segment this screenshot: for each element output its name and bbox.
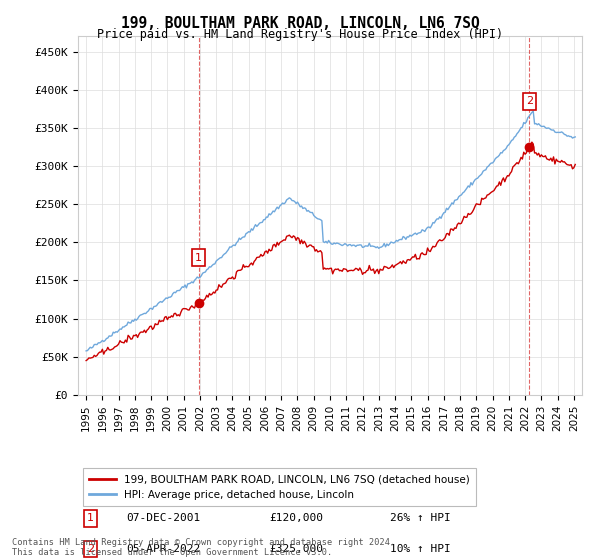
Text: £120,000: £120,000 bbox=[269, 514, 323, 524]
Text: 2: 2 bbox=[87, 544, 94, 554]
Text: 1: 1 bbox=[195, 253, 202, 263]
Text: 1: 1 bbox=[87, 514, 94, 524]
Text: Contains HM Land Registry data © Crown copyright and database right 2024.
This d: Contains HM Land Registry data © Crown c… bbox=[12, 538, 395, 557]
Text: 26% ↑ HPI: 26% ↑ HPI bbox=[391, 514, 451, 524]
Text: 07-DEC-2001: 07-DEC-2001 bbox=[126, 514, 200, 524]
Text: £325,000: £325,000 bbox=[269, 544, 323, 554]
Text: 2: 2 bbox=[526, 96, 533, 106]
Text: 10% ↑ HPI: 10% ↑ HPI bbox=[391, 544, 451, 554]
Text: Price paid vs. HM Land Registry's House Price Index (HPI): Price paid vs. HM Land Registry's House … bbox=[97, 28, 503, 41]
Legend: 199, BOULTHAM PARK ROAD, LINCOLN, LN6 7SQ (detached house), HPI: Average price, : 199, BOULTHAM PARK ROAD, LINCOLN, LN6 7S… bbox=[83, 468, 476, 506]
Text: 199, BOULTHAM PARK ROAD, LINCOLN, LN6 7SQ: 199, BOULTHAM PARK ROAD, LINCOLN, LN6 7S… bbox=[121, 16, 479, 31]
Text: 05-APR-2022: 05-APR-2022 bbox=[126, 544, 200, 554]
